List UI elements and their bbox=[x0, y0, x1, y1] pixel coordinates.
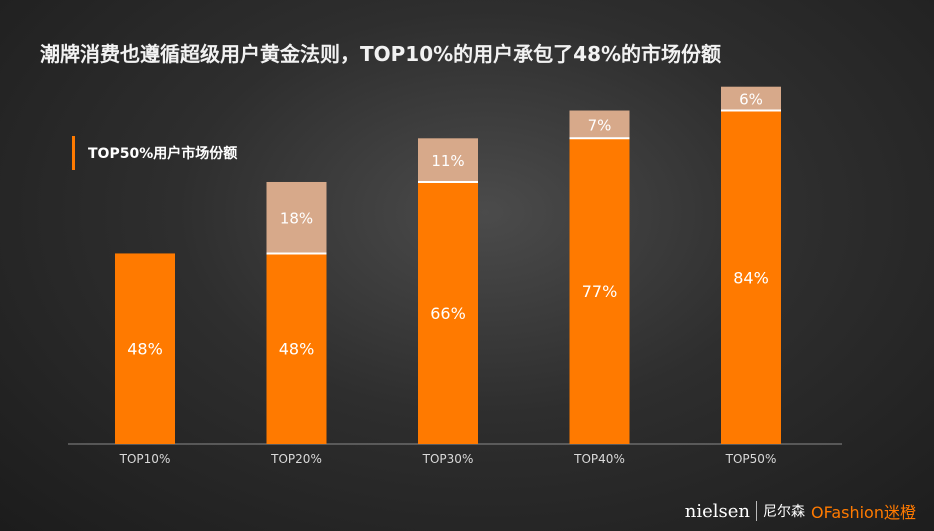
category-label-5: TOP50% bbox=[725, 452, 777, 466]
base-label-5: 84% bbox=[733, 268, 769, 287]
category-label-3: TOP30% bbox=[422, 452, 474, 466]
nielsen-logo: nielsen bbox=[684, 500, 750, 522]
bar-increment-3 bbox=[418, 138, 478, 182]
bar-increment-4 bbox=[569, 110, 630, 139]
bar-base-3 bbox=[418, 181, 478, 445]
bar-base-5 bbox=[721, 110, 781, 445]
increment-label-3: 11% bbox=[431, 152, 464, 170]
bar-increment-2 bbox=[266, 181, 327, 254]
base-label-3: 66% bbox=[430, 304, 466, 323]
increment-label-5: 6% bbox=[739, 91, 763, 109]
ofashion-logo: OFashion迷橙 bbox=[811, 503, 916, 522]
category-label-2: TOP20% bbox=[270, 452, 322, 466]
increment-label-2: 18% bbox=[280, 210, 313, 228]
category-label-4: TOP40% bbox=[573, 452, 625, 466]
base-label-1: 48% bbox=[127, 340, 163, 359]
bar-base-1 bbox=[115, 253, 175, 444]
base-label-2: 48% bbox=[279, 340, 315, 359]
increment-label-4: 7% bbox=[588, 116, 612, 134]
bar-base-2 bbox=[266, 253, 327, 444]
nielsen-cn-logo: 尼尔森 bbox=[756, 501, 805, 521]
bar-base-4 bbox=[569, 138, 630, 444]
chart-subtitle: TOP50%用户市场份额 bbox=[88, 146, 238, 162]
page-title: 潮牌消费也遵循超级用户黄金法则，TOP10%的用户承包了48%的市场份额 bbox=[40, 42, 722, 66]
base-label-4: 77% bbox=[582, 282, 618, 301]
bar-increment-5 bbox=[721, 86, 781, 111]
category-label-1: TOP10% bbox=[119, 452, 171, 466]
chart-subtitle-marker: TOP50%用户市场份额 bbox=[72, 136, 237, 170]
footer-logos: nielsen 尼尔森 OFashion迷橙 bbox=[685, 499, 916, 523]
